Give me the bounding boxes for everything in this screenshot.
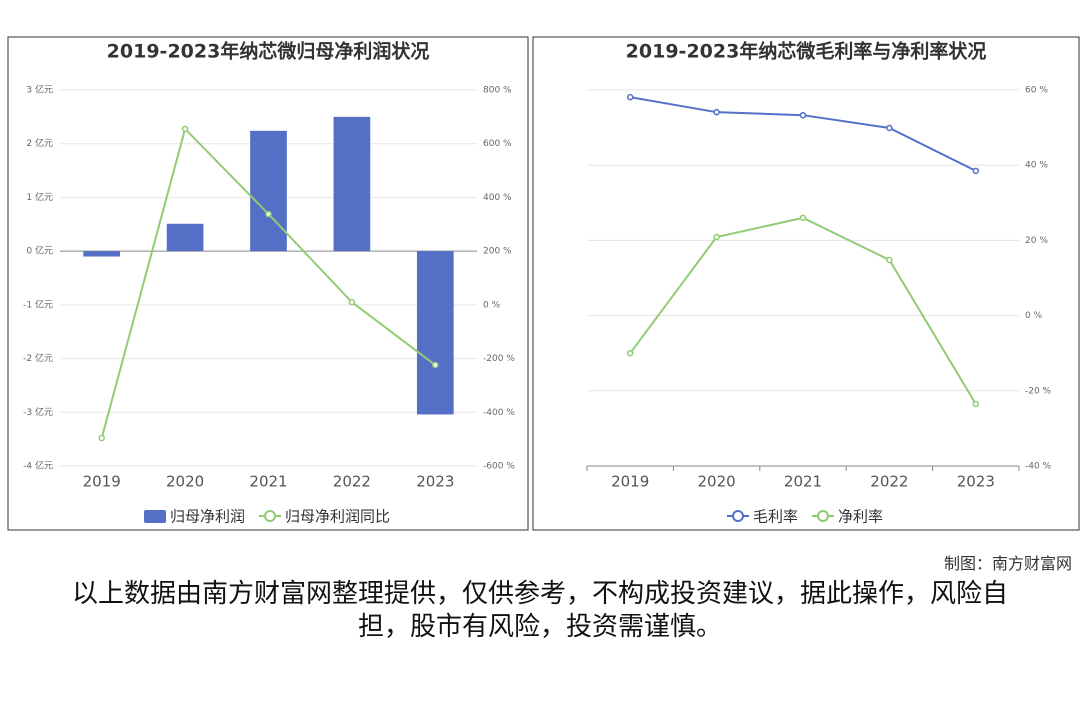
x-tick-label: 2019 <box>611 473 649 491</box>
y-tick-label: -2 亿元 <box>23 352 53 364</box>
chart-title: 2019-2023年纳芯微归母净利润状况 <box>107 40 430 63</box>
point <box>265 210 272 218</box>
y-tick-label: -3 亿元 <box>23 406 53 418</box>
line <box>630 96 977 172</box>
legend-swatch <box>817 510 829 522</box>
legend-label: 毛利率 <box>753 508 798 526</box>
point <box>799 214 807 222</box>
x-tick-label: 2020 <box>698 473 736 491</box>
legend-label: 净利率 <box>838 508 883 526</box>
x-tick-label: 2022 <box>870 473 908 491</box>
y2-tick-label: 400 % <box>483 193 512 203</box>
y2-tick-label: -400 % <box>483 408 515 418</box>
y2-tick-label: 0 % <box>483 300 501 310</box>
point <box>886 124 893 132</box>
y2-tick-label: 800 % <box>483 86 512 96</box>
panel-border <box>7 36 529 531</box>
x-tick-label: 2020 <box>166 473 204 491</box>
bar <box>333 116 371 252</box>
y2-tick-label: -600 % <box>483 462 515 472</box>
y2-tick-label: -20 % <box>1025 386 1052 396</box>
legend-label: 归母净利润 <box>170 508 245 526</box>
legend-label: 归母净利润同比 <box>285 508 390 526</box>
x-tick-label: 2021 <box>249 473 287 491</box>
y-tick-label: 1 亿元 <box>26 191 53 203</box>
y-tick-label: 0 亿元 <box>26 245 53 257</box>
y2-tick-label: -200 % <box>483 354 515 364</box>
x-tick-label: 2019 <box>83 473 121 491</box>
y2-tick-label: 600 % <box>483 139 512 149</box>
bar <box>416 251 454 415</box>
bar <box>250 130 287 252</box>
y2-tick-label: -40 % <box>1025 462 1052 472</box>
y-tick-label: -1 亿元 <box>23 298 53 310</box>
point <box>799 111 807 119</box>
y2-tick-label: 40 % <box>1025 161 1048 171</box>
point <box>432 361 439 369</box>
point <box>626 93 634 101</box>
bar <box>166 223 204 252</box>
bar <box>83 251 121 257</box>
y-tick-label: -4 亿元 <box>23 460 53 472</box>
y-tick-label: 3 亿元 <box>26 84 53 96</box>
y2-tick-label: 20 % <box>1025 236 1048 246</box>
point <box>181 125 189 133</box>
x-tick-label: 2021 <box>784 473 822 491</box>
point <box>972 167 980 175</box>
chart-title: 2019-2023年纳芯微毛利率与净利率状况 <box>626 40 987 63</box>
y2-tick-label: 0 % <box>1025 311 1043 321</box>
point <box>972 400 980 408</box>
panel-border <box>532 36 1080 531</box>
legend-swatch <box>732 510 744 522</box>
legend-swatch <box>144 510 166 523</box>
point <box>626 349 634 357</box>
credit: 制图：南方财富网 <box>943 554 1072 573</box>
y2-tick-label: 200 % <box>483 247 512 257</box>
y-tick-label: 2 亿元 <box>26 137 53 149</box>
point <box>886 256 893 264</box>
point <box>348 298 356 306</box>
charts: 2019-2023年纳芯微归母净利润状况 -4 亿元 -3 亿元 -2 亿元 -1 亿元… <box>7 36 1080 531</box>
y2-tick-label: 60 % <box>1025 86 1048 96</box>
point <box>713 233 720 241</box>
legend-swatch <box>264 510 276 522</box>
x-tick-label: 2023 <box>957 473 995 491</box>
x-tick-label: 2023 <box>416 473 454 491</box>
point <box>98 434 105 442</box>
disclaimer: 以上数据由南方财富网整理提供，仅供参考，不构成投资建议，据此操作，风险自担，股市… <box>71 579 1008 642</box>
x-tick-label: 2022 <box>333 473 371 491</box>
point <box>713 108 720 116</box>
line <box>629 216 977 405</box>
